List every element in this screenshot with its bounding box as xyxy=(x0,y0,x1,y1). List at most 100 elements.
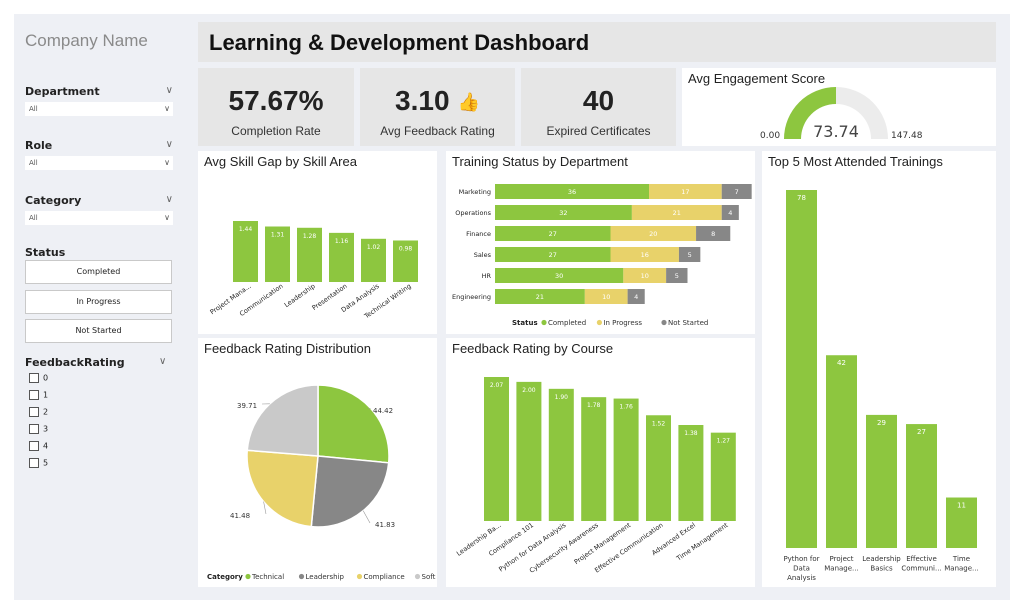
engagement-gauge-card[interactable]: Avg Engagement Score 73.74 0.00 147.48 xyxy=(682,68,996,146)
data-label: 1.76 xyxy=(619,404,633,411)
bar-segment xyxy=(610,247,679,262)
feedback-course-card[interactable]: Feedback Rating by Course 2.07 Leadership… xyxy=(446,338,755,587)
data-label: 5 xyxy=(675,272,679,280)
role-filter[interactable]: Role ∨ All ∨ xyxy=(25,139,173,170)
chevron-down-icon[interactable]: ∨ xyxy=(165,85,173,96)
data-label: 41.48 xyxy=(230,512,250,520)
training-status-card[interactable]: Training Status by Department Marketing 3… xyxy=(446,151,755,334)
bar-segment xyxy=(649,184,722,199)
gauge-chart xyxy=(784,87,888,139)
chevron-down-icon[interactable]: ∨ xyxy=(164,158,170,167)
kpi-completion-rate[interactable]: 57.67% Completion Rate xyxy=(198,68,354,146)
leader-line xyxy=(263,501,267,515)
card-title: Training Status by Department xyxy=(452,154,628,169)
data-label: 16 xyxy=(641,251,649,259)
bar xyxy=(786,190,817,548)
legend-label: Soft Skills xyxy=(422,573,438,581)
bar-segment xyxy=(627,289,645,304)
kpi-avg-feedback-rating[interactable]: 3.10 👍 Avg Feedback Rating xyxy=(360,68,515,146)
checkbox[interactable] xyxy=(29,441,39,451)
bar xyxy=(646,415,671,521)
feedback-option-0[interactable]: 0 xyxy=(29,373,48,383)
card-title: Top 5 Most Attended Trainings xyxy=(768,154,943,169)
status-in-progress-button[interactable]: In Progress xyxy=(25,290,172,314)
data-label: 27 xyxy=(917,428,926,436)
feedback-option-2[interactable]: 2 xyxy=(29,407,48,417)
bar xyxy=(329,232,354,282)
bar xyxy=(297,227,322,282)
role-select[interactable]: All ∨ xyxy=(25,156,173,170)
chevron-down-icon[interactable]: ∨ xyxy=(164,104,170,113)
tick-label: Effective xyxy=(906,555,937,563)
feedback-option-label: 2 xyxy=(43,407,49,417)
leader-line xyxy=(362,510,371,524)
legend-marker xyxy=(541,319,547,326)
data-label: 8 xyxy=(711,230,715,238)
bar xyxy=(233,221,258,282)
gauge-value: 73.74 xyxy=(813,122,859,141)
data-label: 1.78 xyxy=(587,402,601,409)
data-label: 17 xyxy=(681,188,689,196)
legend-marker xyxy=(414,573,421,580)
tick-label: HR xyxy=(482,272,492,280)
data-label: 44.42 xyxy=(373,407,393,415)
legend-marker xyxy=(245,573,251,580)
category-select[interactable]: All ∨ xyxy=(25,211,173,225)
card-title: Feedback Rating by Course xyxy=(452,341,614,356)
bar-segment xyxy=(495,226,611,241)
thumbs-up-stars-icon: 👍 xyxy=(457,92,480,113)
tick-label: Operations xyxy=(455,209,491,217)
tick-label: Manage... xyxy=(824,565,858,573)
bar xyxy=(826,355,857,548)
data-label: 4 xyxy=(634,293,638,301)
chevron-down-icon[interactable]: ∨ xyxy=(165,139,173,150)
feedback-option-label: 3 xyxy=(43,424,49,434)
checkbox[interactable] xyxy=(29,407,39,417)
bar-segment xyxy=(495,205,632,220)
card-title: Avg Skill Gap by Skill Area xyxy=(204,154,357,169)
department-filter[interactable]: Department ∨ All ∨ xyxy=(25,85,173,116)
chevron-down-icon[interactable]: ∨ xyxy=(159,356,167,367)
card-title: Avg Engagement Score xyxy=(688,71,826,86)
data-label: 78 xyxy=(797,194,806,202)
pie-slice xyxy=(246,384,319,457)
dashboard-header: Learning & Development Dashboard xyxy=(198,22,996,62)
tick-label: Marketing xyxy=(459,188,491,196)
status-not-started-button[interactable]: Not Started xyxy=(25,319,172,343)
bar xyxy=(866,414,897,548)
feedback-option-4[interactable]: 4 xyxy=(29,441,48,451)
department-select[interactable]: All ∨ xyxy=(25,102,173,116)
checkbox[interactable] xyxy=(29,373,39,383)
tick-label: Time xyxy=(952,555,970,563)
status-completed-button[interactable]: Completed xyxy=(25,260,172,284)
tick-label: Leadership xyxy=(862,555,901,563)
tick-label: Basics xyxy=(870,565,893,573)
feedback-option-1[interactable]: 1 xyxy=(29,390,48,400)
bar-segment xyxy=(721,205,739,220)
top-trainings-card[interactable]: Top 5 Most Attended Trainings 78 Python f… xyxy=(762,151,996,587)
checkbox[interactable] xyxy=(29,458,39,468)
tick-label: Finance xyxy=(466,230,491,238)
kpi-expired-certificates[interactable]: 40 Expired Certificates xyxy=(521,68,676,146)
category-filter[interactable]: Category ∨ All ∨ xyxy=(25,194,173,225)
checkbox[interactable] xyxy=(29,424,39,434)
chevron-down-icon[interactable]: ∨ xyxy=(165,194,173,205)
feedback-option-label: 1 xyxy=(43,390,49,400)
chevron-down-icon[interactable]: ∨ xyxy=(164,213,170,222)
data-label: 27 xyxy=(549,230,557,238)
data-label: 32 xyxy=(559,209,567,217)
bar xyxy=(516,381,542,521)
data-label: 41.83 xyxy=(375,521,395,529)
card-title: Feedback Rating Distribution xyxy=(204,341,371,356)
feedback-option-label: 5 xyxy=(43,458,49,468)
checkbox[interactable] xyxy=(29,390,39,400)
bar-segment xyxy=(623,268,667,283)
skill-gap-card[interactable]: Avg Skill Gap by Skill Area 1.44 Project … xyxy=(198,151,437,334)
role-select-value: All xyxy=(29,159,38,167)
feedback-option-5[interactable]: 5 xyxy=(29,458,48,468)
feedback-distribution-card[interactable]: Feedback Rating Distribution 44.42 41.83 4… xyxy=(198,338,437,587)
feedback-rating-filter-label: FeedbackRating xyxy=(25,356,125,369)
feedback-option-3[interactable]: 3 xyxy=(29,424,48,434)
tick-label: Sales xyxy=(474,251,492,259)
